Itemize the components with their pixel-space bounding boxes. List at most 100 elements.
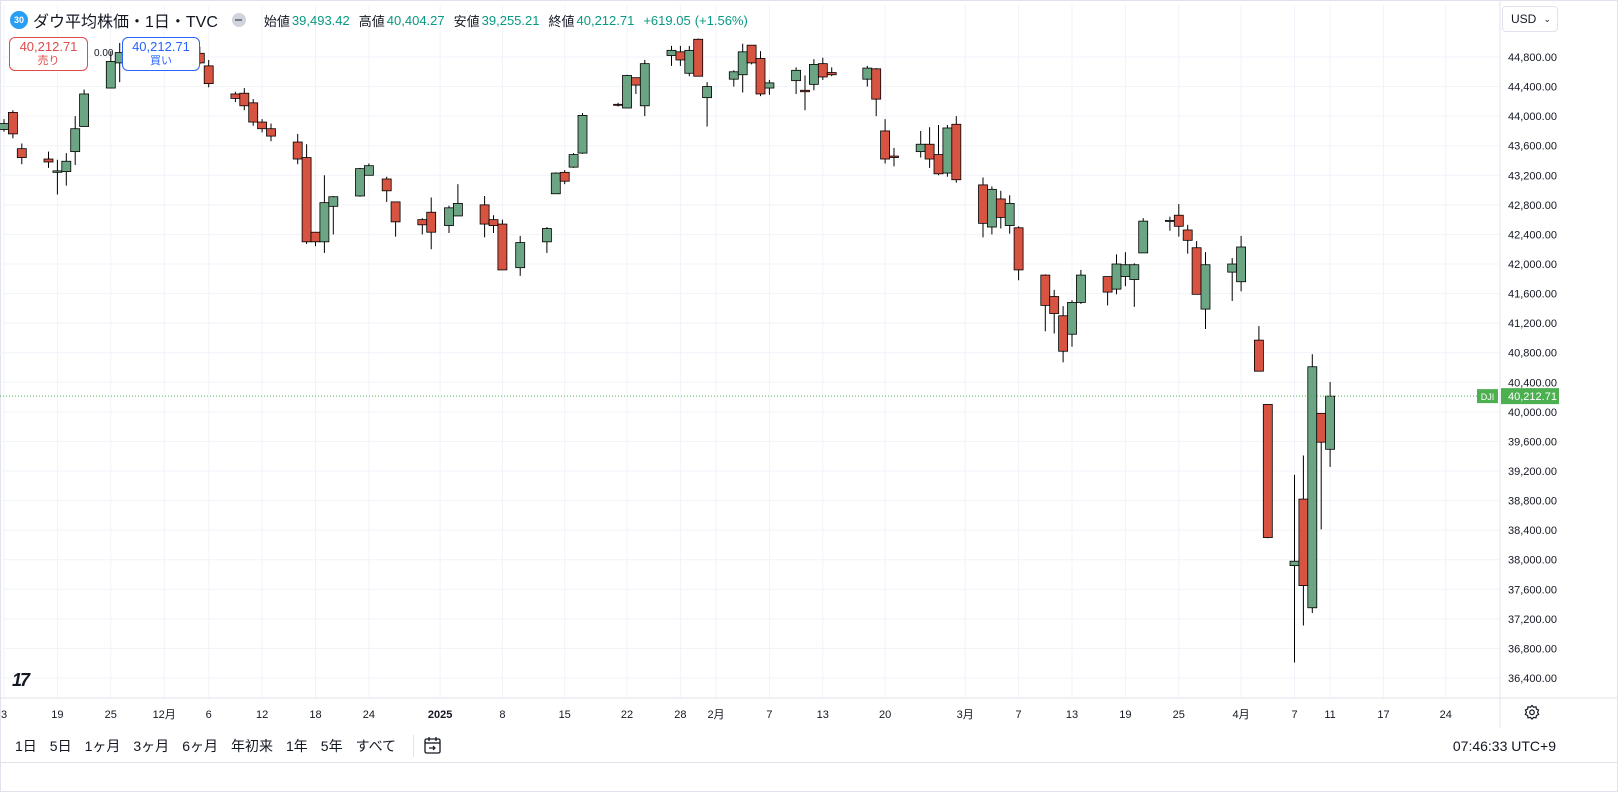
range-5y-button[interactable]: 5年 xyxy=(320,738,343,754)
x-tick-label: 15 xyxy=(559,709,571,721)
range-1d-button[interactable]: 1日 xyxy=(15,738,37,754)
sell-button[interactable]: 40,212.71 売り xyxy=(9,37,88,71)
low-label: 安値 xyxy=(453,13,480,29)
y-tick-label: 44,800.00 xyxy=(1508,52,1557,64)
range-1m-button[interactable]: 1ヶ月 xyxy=(84,738,121,754)
candle-body xyxy=(61,160,72,172)
candle xyxy=(1138,218,1149,254)
candle xyxy=(1298,455,1309,626)
candle-body xyxy=(559,171,570,182)
range-5d-button[interactable]: 5日 xyxy=(49,738,72,754)
candle-body xyxy=(417,219,428,226)
y-tick-label: 36,400.00 xyxy=(1508,673,1557,685)
candle-body xyxy=(675,51,686,61)
y-tick-label: 43,200.00 xyxy=(1508,170,1557,182)
candle xyxy=(1227,258,1238,301)
candle xyxy=(497,219,508,271)
clock-display[interactable]: 07:46:33 UTC+9 xyxy=(1452,738,1556,754)
range-6m-button[interactable]: 6ヶ月 xyxy=(182,738,218,754)
close-value: 40,212.71 xyxy=(576,12,635,28)
candle xyxy=(631,77,641,94)
candle xyxy=(515,235,526,276)
candle-body xyxy=(915,143,926,153)
x-tick-label: 3 xyxy=(1,709,7,721)
last-price-label-bg xyxy=(1501,388,1559,405)
range-1y-button[interactable]: 1年 xyxy=(285,738,308,754)
candle xyxy=(381,176,392,202)
y-tick-label: 40,400.00 xyxy=(1508,377,1557,389)
candle-body xyxy=(1191,247,1202,295)
candle xyxy=(915,130,926,158)
range-ytd-button[interactable]: 年初来 xyxy=(230,738,273,754)
candle-body xyxy=(105,61,116,89)
x-tick-label: 28 xyxy=(674,709,686,721)
hide-icon[interactable] xyxy=(231,13,246,27)
x-tick-label: 2月 xyxy=(707,709,724,721)
candle-body xyxy=(1129,264,1140,280)
candle xyxy=(230,91,241,103)
candle-body xyxy=(542,228,552,243)
y-tick-label: 40,000.00 xyxy=(1508,407,1557,419)
candle xyxy=(871,68,882,117)
candle xyxy=(248,99,259,126)
candle-body xyxy=(488,219,499,226)
candle-body xyxy=(1200,264,1211,310)
last-price-label: 40,212.71 xyxy=(1508,391,1557,403)
candle-body xyxy=(328,196,339,207)
candle xyxy=(924,127,935,168)
range-3m-button[interactable]: 3ヶ月 xyxy=(133,738,170,754)
y-tick-label: 40,800.00 xyxy=(1508,348,1557,360)
candle-body xyxy=(1049,296,1060,314)
y-tick-label: 43,600.00 xyxy=(1508,141,1557,153)
candle xyxy=(1102,276,1113,306)
high-value: 40,404.27 xyxy=(386,12,445,28)
candle-body xyxy=(355,168,365,197)
candle-body xyxy=(871,68,882,100)
candle xyxy=(791,67,801,94)
symbol-title[interactable]: ダウ平均株価・1日・TVC xyxy=(33,14,218,31)
candle xyxy=(568,153,579,168)
candle xyxy=(746,44,757,65)
candle xyxy=(639,59,650,117)
candle xyxy=(577,113,588,154)
gear-icon[interactable] xyxy=(1523,704,1541,722)
candle-body xyxy=(1111,263,1122,290)
candle xyxy=(1040,274,1051,332)
date-range-icon[interactable] xyxy=(422,735,444,757)
candle xyxy=(1013,226,1024,281)
candle-body xyxy=(942,127,953,174)
candle xyxy=(1049,289,1060,334)
candle-body xyxy=(1076,274,1086,303)
currency-select[interactable]: USD ⌄ xyxy=(1502,6,1558,32)
candle xyxy=(292,133,303,165)
high-label: 高値 xyxy=(358,13,385,29)
x-tick-label: 4月 xyxy=(1233,709,1250,721)
candle xyxy=(52,159,63,195)
candlestick-chart[interactable]: 36,400.00 36,800.00 37,200.00 37,600.00 38,0… xyxy=(0,0,1620,730)
candle-body xyxy=(497,223,508,271)
candle xyxy=(1165,216,1175,231)
buy-button[interactable]: 40,212.71 買い xyxy=(122,37,200,71)
close-label: 終値 xyxy=(548,13,575,29)
candle-body xyxy=(16,148,27,158)
candle-body xyxy=(639,63,650,107)
candle xyxy=(266,123,276,142)
candle xyxy=(978,177,988,238)
x-tick-label: 19 xyxy=(51,709,63,721)
range-all-button[interactable]: すべて xyxy=(355,738,397,754)
candle xyxy=(702,82,712,127)
candle xyxy=(1076,269,1086,304)
candle xyxy=(559,170,570,185)
candle xyxy=(826,67,837,77)
candle-body xyxy=(390,201,401,223)
candle-body xyxy=(1120,264,1131,277)
candle xyxy=(61,153,72,186)
candle-body xyxy=(1182,229,1193,241)
candle-body xyxy=(702,86,712,99)
candle-body xyxy=(550,172,561,195)
candle xyxy=(1111,254,1122,295)
candle xyxy=(800,75,810,111)
candle xyxy=(488,215,499,233)
candle xyxy=(1067,300,1077,347)
candle xyxy=(684,45,695,77)
